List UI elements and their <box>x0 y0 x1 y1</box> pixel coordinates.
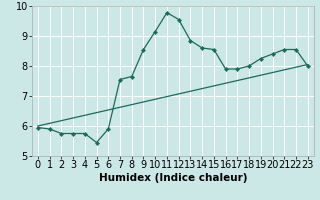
X-axis label: Humidex (Indice chaleur): Humidex (Indice chaleur) <box>99 173 247 183</box>
